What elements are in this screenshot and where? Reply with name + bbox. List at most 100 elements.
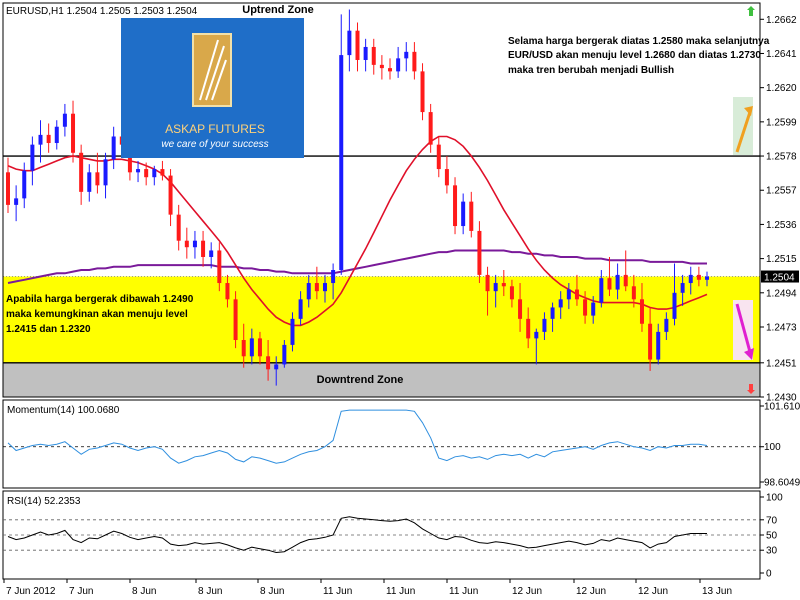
candle	[266, 340, 271, 381]
candle-body	[339, 55, 344, 271]
candle	[444, 156, 449, 194]
candle-body	[298, 299, 303, 319]
candle	[233, 291, 238, 349]
candle	[30, 136, 35, 186]
candle-body	[144, 169, 149, 178]
candle-body	[54, 126, 59, 144]
candle	[282, 340, 287, 368]
candle-body	[176, 214, 181, 241]
candle-body	[574, 289, 579, 300]
candle	[574, 274, 579, 306]
candle-body	[249, 338, 254, 357]
askap-futures-logo: ASKAP FUTURES we care of your success	[121, 18, 304, 158]
candle	[388, 58, 393, 80]
candle-body	[436, 144, 441, 170]
chart-header: EURUSD,H1 1.2504 1.2505 1.2503 1.2504	[6, 6, 198, 17]
candle-body	[477, 230, 482, 275]
candle-body	[509, 286, 514, 300]
candle-body	[274, 364, 279, 370]
candle-body	[95, 172, 100, 186]
scroll-up-icon[interactable]	[747, 6, 755, 16]
candle	[87, 164, 92, 202]
momentum-tick-label: 100	[764, 442, 781, 453]
candle	[62, 103, 67, 137]
price-panel: EURUSD,H1 1.2504 1.2505 1.2503 1.2504 Up…	[2, 2, 770, 398]
candle	[168, 169, 173, 227]
logo-emblem	[192, 33, 232, 107]
candle	[583, 291, 588, 324]
candle	[103, 152, 108, 199]
candle-body	[87, 172, 92, 192]
bullish-annotation: Selama harga bergerak diatas 1.2580 maka…	[508, 36, 770, 76]
candle	[306, 274, 311, 308]
candle	[355, 22, 360, 72]
candle-body	[558, 299, 563, 308]
up-arrow-bg	[733, 97, 753, 155]
candle	[705, 271, 709, 287]
price-tick-label: 1.2578	[766, 152, 797, 163]
downtrend-zone	[3, 362, 760, 397]
momentum-panel-border	[2, 399, 761, 489]
time-tick-label: 8 Jun	[198, 586, 222, 597]
candle	[331, 263, 336, 300]
candle-body	[542, 318, 547, 332]
candle-body	[453, 185, 458, 227]
candle-body	[518, 299, 523, 319]
time-tick-label: 12 Jun	[638, 586, 668, 597]
candle-body	[314, 283, 319, 292]
candle-body	[290, 318, 295, 345]
candle	[298, 291, 303, 326]
candle	[453, 177, 458, 235]
candle	[54, 120, 59, 150]
rsi-axis: 100 70 50 30 0	[760, 493, 783, 580]
candle	[469, 191, 474, 238]
candle	[152, 165, 157, 186]
candle-body	[469, 201, 474, 231]
candle-body	[103, 159, 108, 186]
candle-body	[363, 46, 368, 60]
candle	[14, 185, 19, 222]
candle-body	[6, 172, 10, 205]
candle	[225, 274, 230, 308]
candle	[274, 356, 279, 386]
candle	[363, 38, 368, 72]
bullish-text-line-1: Selama harga bergerak diatas 1.2580 maka…	[508, 36, 770, 47]
candle-body	[22, 170, 27, 199]
momentum-tick-label: 98.6049	[764, 478, 800, 489]
candle	[485, 266, 490, 316]
candle-body	[192, 240, 197, 248]
candle	[249, 328, 254, 365]
candle	[648, 307, 653, 371]
time-tick-label: 8 Jun	[132, 586, 156, 597]
momentum-title: Momentum(14) 100.0680	[7, 405, 120, 416]
bearish-annotation: Apabila harga bergerak dibawah 1.2490 ma…	[6, 294, 194, 335]
candle-body	[127, 144, 132, 173]
scroll-down-icon[interactable]	[747, 384, 755, 394]
candle	[79, 144, 84, 205]
candle	[607, 256, 612, 297]
candle-body	[412, 51, 417, 72]
candle-body	[664, 318, 669, 332]
candle	[566, 283, 571, 310]
candle	[71, 100, 76, 163]
time-tick-label: 7 Jun 2012	[6, 586, 56, 597]
price-tick-label: 1.2494	[766, 288, 797, 299]
candle-body	[371, 46, 376, 65]
momentum-axis: 101.6109 100 98.6049	[760, 402, 800, 489]
candle-body	[696, 274, 701, 280]
candle-body	[526, 318, 531, 339]
candle	[339, 14, 344, 275]
candle	[436, 136, 441, 178]
candle-body	[62, 113, 67, 127]
time-tick-label: 12 Jun	[512, 586, 542, 597]
candle	[209, 242, 214, 269]
current-price-box	[761, 270, 799, 283]
candle-body	[705, 276, 709, 280]
candle-body	[599, 278, 604, 303]
candle	[656, 323, 661, 365]
candle	[558, 291, 563, 319]
downtrend-zone-label: Downtrend Zone	[317, 374, 404, 386]
candle	[623, 250, 628, 292]
candle	[534, 328, 539, 365]
